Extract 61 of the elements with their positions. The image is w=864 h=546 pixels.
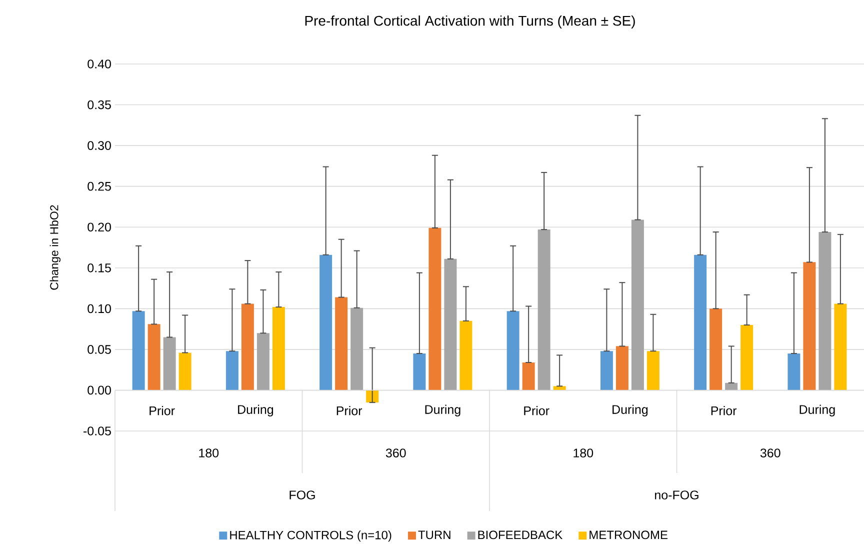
bar (522, 362, 535, 390)
x-tick-label: During (238, 404, 274, 416)
y-tick-label: 0.30 (88, 141, 111, 150)
legend-label: HEALTHY CONTROLS (n=10) (230, 530, 392, 542)
legend-label: METRONOME (590, 530, 668, 540)
text: FOG (290, 490, 315, 500)
legend-label: BIOFEEDBACK (478, 530, 563, 540)
text: no-FOG (655, 490, 698, 500)
x-tick-label: Prior (711, 406, 737, 416)
bar (148, 324, 160, 390)
y-tick-label: 0.35 (88, 100, 111, 110)
bar (506, 311, 520, 390)
text: 180 (199, 448, 219, 458)
bar (350, 308, 364, 390)
bar (600, 351, 613, 390)
y-axis-title: Change in HbO2 (50, 205, 61, 290)
x-tick-label: Prior (524, 406, 550, 416)
y-tick-label: 0.25 (88, 182, 111, 191)
bar (444, 258, 457, 390)
y-tick-label: 0.20 (88, 222, 111, 232)
bar (335, 297, 348, 390)
bar (616, 346, 628, 390)
bar (256, 333, 270, 390)
bar (320, 254, 332, 390)
bar (163, 337, 176, 390)
y-tick-label: 0.10 (88, 304, 111, 314)
bar (694, 254, 707, 390)
bar (538, 230, 550, 390)
y-tick-label: 0.05 (88, 345, 111, 354)
bar (226, 351, 238, 390)
bar (803, 262, 816, 390)
y-tick-label: -0.05 (84, 426, 111, 436)
bar (740, 324, 754, 390)
bar (460, 320, 472, 390)
text: 180 (574, 448, 594, 458)
x-tick-label: Prior (336, 406, 362, 416)
bar (241, 304, 254, 390)
bar (272, 307, 285, 390)
bar (818, 232, 832, 390)
bar (132, 311, 145, 390)
bar (553, 386, 566, 390)
x-tick-label: During (800, 404, 835, 416)
x-tick-label: During (612, 404, 648, 416)
y-tick-label: 0.00 (88, 386, 111, 395)
bar (428, 228, 442, 390)
text: 360 (386, 448, 406, 458)
chart-title: Pre-frontal Cortical Activation with Turns (Mean ± SE) (305, 15, 635, 29)
bar (178, 352, 192, 390)
text: 360 (760, 448, 780, 458)
bar (710, 308, 722, 390)
legend-label: TURN (418, 530, 450, 540)
y-tick-label: 0.40 (88, 60, 111, 68)
bar (646, 351, 660, 390)
bar (631, 220, 644, 390)
y-tick-label: 0.15 (88, 263, 111, 272)
bar (725, 382, 738, 390)
x-tick-label: During (425, 404, 460, 416)
bar (788, 354, 800, 390)
x-tick-label: Prior (150, 406, 175, 416)
bar (413, 354, 426, 390)
bar (834, 304, 847, 390)
